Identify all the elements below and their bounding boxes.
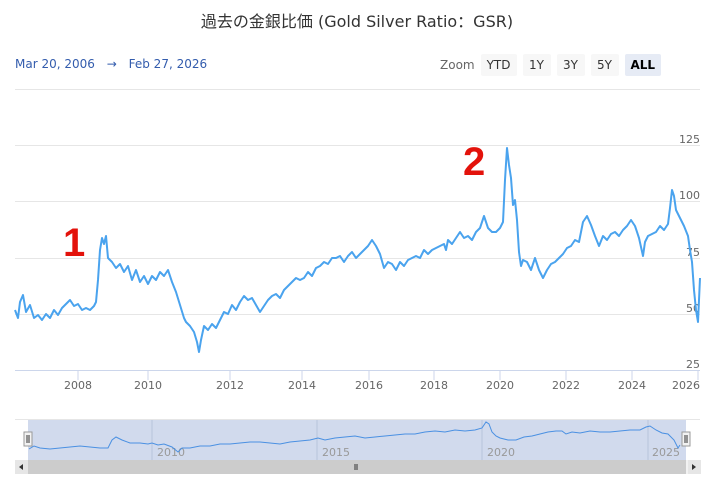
range-from-input[interactable]: Mar 20, 2006 (15, 57, 95, 71)
nav-tick-2015: 2015 (322, 446, 350, 459)
arrow-right-icon (692, 464, 696, 470)
zoom-button-1y[interactable]: 1Y (522, 54, 551, 76)
x-tick-2018: 2018 (420, 379, 448, 392)
zoom-selector: Zoom YTD 1Y 3Y 5Y ALL (440, 54, 662, 76)
y-tick-75: 75 (686, 246, 700, 259)
zoom-button-ytd[interactable]: YTD (480, 54, 517, 76)
x-tick-2012: 2012 (216, 379, 244, 392)
nav-tick-2010: 2010 (157, 446, 185, 459)
nav-tick-2020: 2020 (487, 446, 515, 459)
arrow-left-icon (19, 464, 23, 470)
date-range-display: Mar 20, 2006 → Feb 27, 2026 (15, 57, 207, 71)
gsr-series-line[interactable] (14, 147, 701, 353)
x-tick-2026: 2026 (672, 379, 700, 392)
annotation-2: 2 (463, 140, 485, 184)
x-axis-labels: 2008 2010 2012 2014 2016 2018 2020 2022 … (64, 379, 700, 392)
x-tick-2020: 2020 (486, 379, 514, 392)
x-tick-2008: 2008 (64, 379, 92, 392)
range-arrow: → (106, 57, 117, 71)
range-to-input[interactable]: Feb 27, 2026 (128, 57, 208, 71)
scrollbar[interactable] (15, 460, 701, 474)
x-tick-2016: 2016 (355, 379, 383, 392)
x-tick-2010: 2010 (134, 379, 162, 392)
navigator[interactable]: 2010 2015 2020 2025 (15, 419, 700, 461)
x-tick-2022: 2022 (552, 379, 580, 392)
navigator-right-handle[interactable] (681, 431, 691, 447)
zoom-button-5y[interactable]: 5Y (590, 54, 619, 76)
zoom-button-3y[interactable]: 3Y (556, 54, 585, 76)
gridlines (15, 89, 700, 315)
nav-tick-2025: 2025 (652, 446, 680, 459)
navigator-series-line (28, 421, 681, 453)
y-tick-125: 125 (679, 133, 700, 146)
zoom-label: Zoom (440, 58, 475, 72)
y-axis-labels: 125 100 75 50 25 (679, 133, 700, 371)
x-tick-2024: 2024 (618, 379, 646, 392)
x-axis-ticks (77, 370, 699, 380)
x-tick-2014: 2014 (288, 379, 316, 392)
zoom-button-all[interactable]: ALL (624, 54, 662, 76)
chart-title: 過去の金銀比価 (Gold Silver Ratio：GSR) (200, 12, 514, 31)
y-tick-25: 25 (686, 358, 700, 371)
navigator-left-handle[interactable] (23, 431, 33, 447)
navigator-selected-range[interactable] (28, 420, 686, 460)
y-tick-100: 100 (679, 189, 700, 202)
annotation-1: 1 (63, 221, 85, 265)
